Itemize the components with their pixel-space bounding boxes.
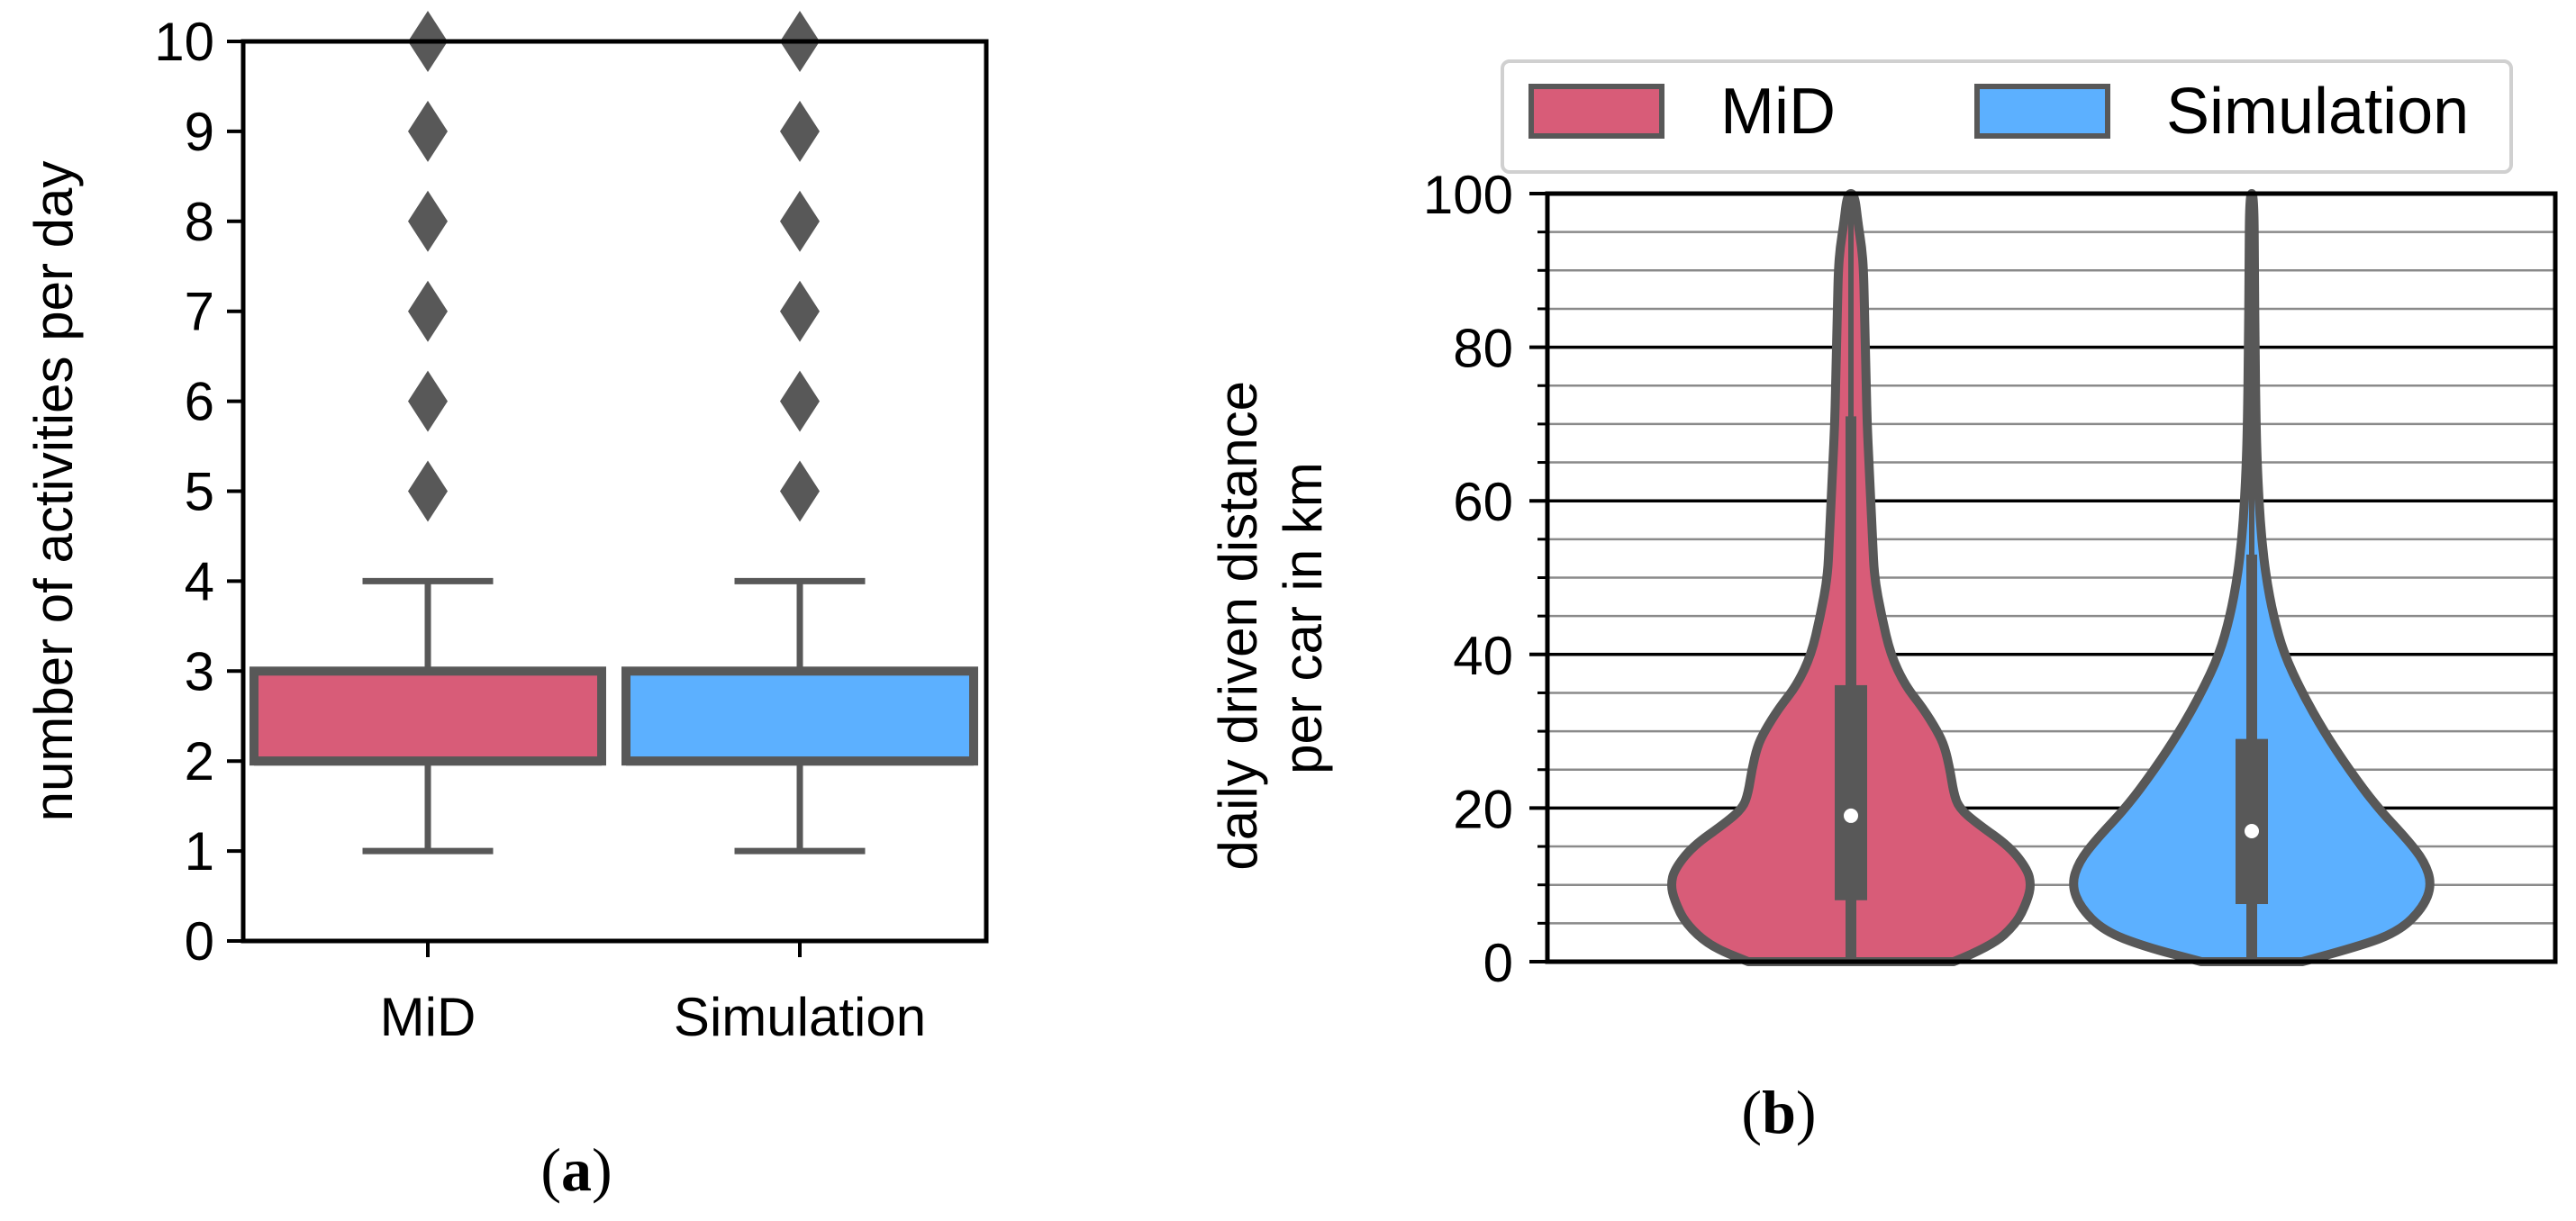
y-axis-ticks: 0 20 40 60 80 100 — [1423, 165, 1547, 993]
outlier-point — [780, 370, 820, 432]
outlier-point — [780, 460, 820, 522]
legend-swatch — [1974, 84, 2110, 139]
y-tick-label: 5 — [185, 462, 214, 522]
y-axis-title: daily driven distance per car in km — [1208, 366, 1333, 870]
y-tick-label: 10 — [154, 12, 214, 72]
y-tick-label: 3 — [185, 641, 214, 701]
outlier-point — [780, 280, 820, 342]
outlier-point — [408, 460, 448, 522]
panel-label-b: (b) — [1741, 1078, 1816, 1146]
box-simulation — [621, 11, 978, 855]
y-axis-title-line-2: per car in km — [1273, 462, 1333, 774]
y-tick-label: 4 — [185, 551, 214, 611]
x-tick-label: MiD — [380, 987, 476, 1047]
legend: MiD Simulation — [1501, 59, 2513, 174]
y-tick-label: 20 — [1453, 779, 1513, 839]
box-plot-area — [249, 11, 978, 855]
y-tick-label: 2 — [185, 731, 214, 791]
y-tick-label: 7 — [185, 282, 214, 342]
y-axis-title-line-1: daily driven distance — [1208, 381, 1268, 871]
panel-letter: b — [1762, 1078, 1796, 1146]
legend-label: MiD — [1720, 76, 1836, 148]
y-tick-label: 1 — [185, 821, 214, 882]
plot-frame — [240, 39, 989, 944]
y-tick-label: 40 — [1453, 626, 1513, 686]
legend-item-mid: MiD — [1528, 76, 1836, 148]
y-tick-label: 0 — [185, 911, 214, 972]
box-plot-panel: 0 1 2 3 4 5 6 7 8 9 10 MiD Simulation number of act… — [23, 11, 989, 1204]
outlier-point — [408, 190, 448, 252]
y-tick-label: 8 — [185, 192, 214, 252]
y-tick-label: 80 — [1453, 319, 1513, 379]
outlier-point — [408, 370, 448, 432]
y-axis-title: number of activities per day — [23, 161, 84, 822]
legend-label: Simulation — [2166, 76, 2469, 148]
y-tick-label: 0 — [1483, 933, 1513, 993]
outlier-point — [780, 190, 820, 252]
iqr-box — [621, 666, 978, 766]
x-axis-ticks: MiD Simulation — [380, 941, 926, 1047]
y-tick-label: 60 — [1453, 472, 1513, 532]
y-tick-label: 100 — [1423, 165, 1513, 225]
x-tick-label: Simulation — [674, 987, 926, 1047]
y-tick-label: 6 — [185, 372, 214, 432]
median-dot — [1844, 808, 1858, 823]
iqr-bar — [1835, 684, 1867, 900]
box-mid — [249, 11, 606, 855]
panel-label-a: (a) — [540, 1135, 612, 1204]
median-dot — [2245, 823, 2259, 838]
violin-plot-panel: 0 20 40 60 80 100 daily driven distance per c… — [1208, 59, 2558, 1146]
outlier-point — [408, 280, 448, 342]
y-axis-ticks: 0 1 2 3 4 5 6 7 8 9 10 — [154, 12, 243, 972]
outlier-point — [408, 100, 448, 162]
iqr-bar — [2236, 738, 2268, 905]
legend-swatch — [1528, 84, 1664, 139]
outlier-point — [780, 100, 820, 162]
grid-lines — [1547, 231, 2555, 925]
y-tick-label: 9 — [185, 102, 214, 162]
iqr-box — [249, 666, 606, 766]
panel-letter: a — [561, 1135, 592, 1204]
legend-item-simulation: Simulation — [1974, 76, 2469, 148]
